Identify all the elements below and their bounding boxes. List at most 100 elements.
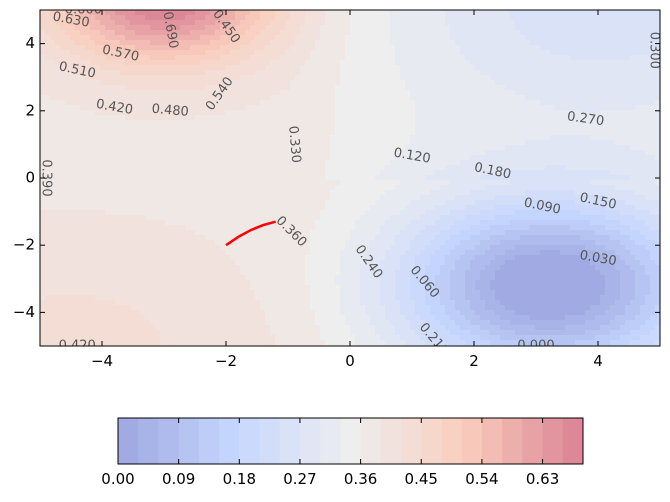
contour-cell	[370, 100, 376, 106]
contour-cell	[560, 195, 566, 201]
contour-cell	[160, 80, 166, 86]
contour-cell	[255, 135, 261, 141]
contour-cell	[175, 165, 181, 171]
contour-cell	[640, 35, 646, 41]
contour-cell	[495, 140, 501, 146]
contour-cell	[340, 45, 346, 51]
contour-cell	[570, 50, 576, 56]
contour-cell	[275, 165, 281, 171]
contour-cell	[70, 170, 76, 176]
contour-cell	[235, 110, 241, 116]
contour-cell	[465, 65, 471, 71]
contour-cell	[565, 65, 571, 71]
contour-cell	[595, 180, 601, 186]
contour-cell	[65, 60, 71, 66]
contour-cell	[235, 155, 241, 161]
contour-cell	[210, 115, 216, 121]
contour-cell	[75, 115, 81, 121]
contour-cell	[360, 165, 366, 171]
contour-cell	[570, 180, 576, 186]
contour-cell	[495, 185, 501, 191]
contour-cell	[545, 90, 551, 96]
contour-cell	[530, 15, 536, 21]
contour-cell	[415, 55, 421, 61]
contour-cell	[55, 95, 61, 101]
contour-cell	[545, 190, 551, 196]
contour-cell	[390, 205, 396, 211]
contour-cell	[340, 195, 346, 201]
contour-cell	[615, 130, 621, 136]
contour-cell	[505, 125, 511, 131]
contour-cell	[110, 80, 116, 86]
contour-cell	[240, 100, 246, 106]
contour-cell	[595, 55, 601, 61]
contour-cell	[345, 45, 351, 51]
contour-cell	[240, 185, 246, 191]
contour-cell	[245, 130, 251, 136]
contour-cell	[425, 90, 431, 96]
contour-cell	[200, 135, 206, 141]
contour-cell	[355, 175, 361, 181]
contour-cell	[315, 100, 321, 106]
contour-cell	[265, 135, 271, 141]
contour-cell	[305, 185, 311, 191]
contour-cell	[500, 110, 506, 116]
contour-cell	[510, 135, 516, 141]
contour-cell	[130, 140, 136, 146]
contour-cell	[460, 190, 466, 196]
contour-cell	[595, 120, 601, 126]
contour-cell	[120, 180, 126, 186]
contour-cell	[340, 95, 346, 101]
contour-cell	[95, 140, 101, 146]
contour-cell	[445, 85, 451, 91]
contour-cell	[475, 115, 481, 121]
contour-cell	[105, 95, 111, 101]
contour-cell	[60, 20, 66, 26]
contour-cell	[295, 80, 301, 86]
contour-cell	[575, 135, 581, 141]
contour-cell	[485, 110, 491, 116]
contour-cell	[535, 100, 541, 106]
contour-cell	[540, 190, 546, 196]
contour-cell	[130, 175, 136, 181]
contour-cell	[475, 195, 481, 201]
contour-cell	[165, 200, 171, 206]
contour-cell	[90, 40, 96, 46]
contour-cell	[615, 145, 621, 151]
contour-cell	[100, 100, 106, 106]
contour-cell	[180, 180, 186, 186]
contour-cell	[475, 40, 481, 46]
contour-cell	[565, 70, 571, 76]
contour-cell	[580, 65, 586, 71]
contour-cell	[310, 160, 316, 166]
contour-cell	[610, 75, 616, 81]
contour-cell	[575, 85, 581, 91]
contour-cell	[385, 35, 391, 41]
contour-cell	[80, 15, 86, 21]
contour-cell	[275, 170, 281, 176]
contour-cell	[530, 30, 536, 36]
contour-cell	[270, 35, 276, 41]
contour-cell	[80, 200, 86, 206]
contour-cell	[640, 60, 646, 66]
contour-cell	[180, 30, 186, 36]
contour-cell	[285, 125, 291, 131]
contour-cell	[555, 175, 561, 181]
contour-cell	[515, 185, 521, 191]
contour-cell	[515, 175, 521, 181]
contour-cell	[645, 145, 651, 151]
contour-cell	[200, 75, 206, 81]
contour-cell	[575, 65, 581, 71]
contour-cell	[200, 210, 206, 216]
contour-cell	[535, 115, 541, 121]
contour-cell	[520, 115, 526, 121]
contour-cell	[600, 195, 606, 201]
contour-cell	[170, 210, 176, 216]
contour-cell	[435, 10, 441, 16]
contour-cell	[565, 130, 571, 136]
contour-cell	[630, 105, 636, 111]
contour-cell	[585, 60, 591, 66]
contour-cell	[590, 195, 596, 201]
contour-cell	[415, 125, 421, 131]
contour-cell	[435, 85, 441, 91]
